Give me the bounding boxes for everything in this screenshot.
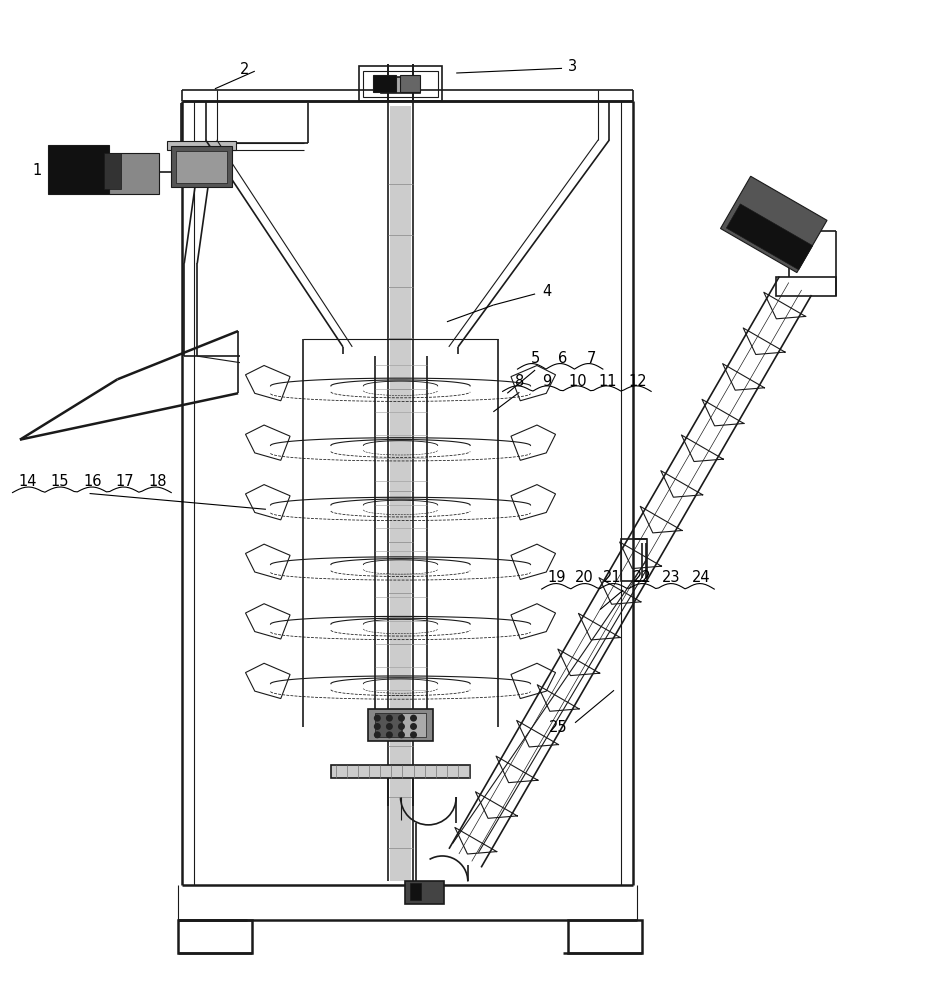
Text: 5: 5	[531, 351, 540, 366]
Bar	[621, 539, 647, 581]
Bar	[167, 141, 236, 150]
Bar	[331, 765, 470, 778]
Bar	[381, 77, 420, 93]
Circle shape	[411, 724, 416, 729]
Text: 2: 2	[240, 62, 250, 77]
Bar	[372, 75, 396, 92]
Bar	[390, 106, 411, 881]
Bar	[358, 66, 442, 101]
Text: 9: 9	[543, 374, 552, 389]
Text: 23: 23	[662, 570, 681, 585]
Circle shape	[386, 715, 392, 721]
Circle shape	[398, 715, 404, 721]
Bar	[109, 153, 159, 194]
Circle shape	[374, 732, 380, 738]
Text: 22: 22	[632, 570, 652, 585]
Text: 18: 18	[148, 474, 167, 489]
Bar	[410, 883, 421, 900]
Bar	[176, 151, 227, 183]
Bar	[47, 145, 109, 194]
Circle shape	[386, 724, 392, 729]
Bar	[402, 713, 425, 737]
Text: 19: 19	[547, 570, 566, 585]
Text: 12: 12	[628, 374, 647, 389]
Text: 17: 17	[115, 474, 134, 489]
Text: 10: 10	[569, 374, 587, 389]
Circle shape	[398, 732, 404, 738]
Circle shape	[374, 715, 380, 721]
Text: 14: 14	[18, 474, 36, 489]
Circle shape	[386, 732, 392, 738]
Text: 15: 15	[50, 474, 69, 489]
Text: 6: 6	[559, 351, 568, 366]
Bar	[178, 920, 252, 953]
Text: 3: 3	[568, 59, 577, 74]
Text: 11: 11	[599, 374, 616, 389]
Text: 16: 16	[83, 474, 101, 489]
Circle shape	[374, 724, 380, 729]
Bar	[776, 277, 836, 296]
Bar	[368, 709, 433, 741]
Text: 4: 4	[543, 284, 552, 299]
Text: 25: 25	[549, 720, 568, 735]
Bar	[568, 920, 641, 953]
Bar	[104, 153, 121, 189]
Bar	[374, 713, 400, 737]
Circle shape	[398, 724, 404, 729]
Bar	[171, 146, 232, 187]
Bar	[399, 75, 420, 92]
Text: 7: 7	[587, 351, 597, 366]
Text: 24: 24	[692, 570, 710, 585]
Polygon shape	[726, 204, 813, 270]
Circle shape	[411, 715, 416, 721]
Bar	[363, 71, 438, 97]
Polygon shape	[721, 176, 827, 273]
Text: 21: 21	[603, 570, 622, 585]
Text: 20: 20	[575, 570, 594, 585]
Bar	[405, 881, 444, 904]
Circle shape	[411, 732, 416, 738]
Text: 1: 1	[32, 163, 41, 178]
Text: 8: 8	[515, 374, 524, 389]
